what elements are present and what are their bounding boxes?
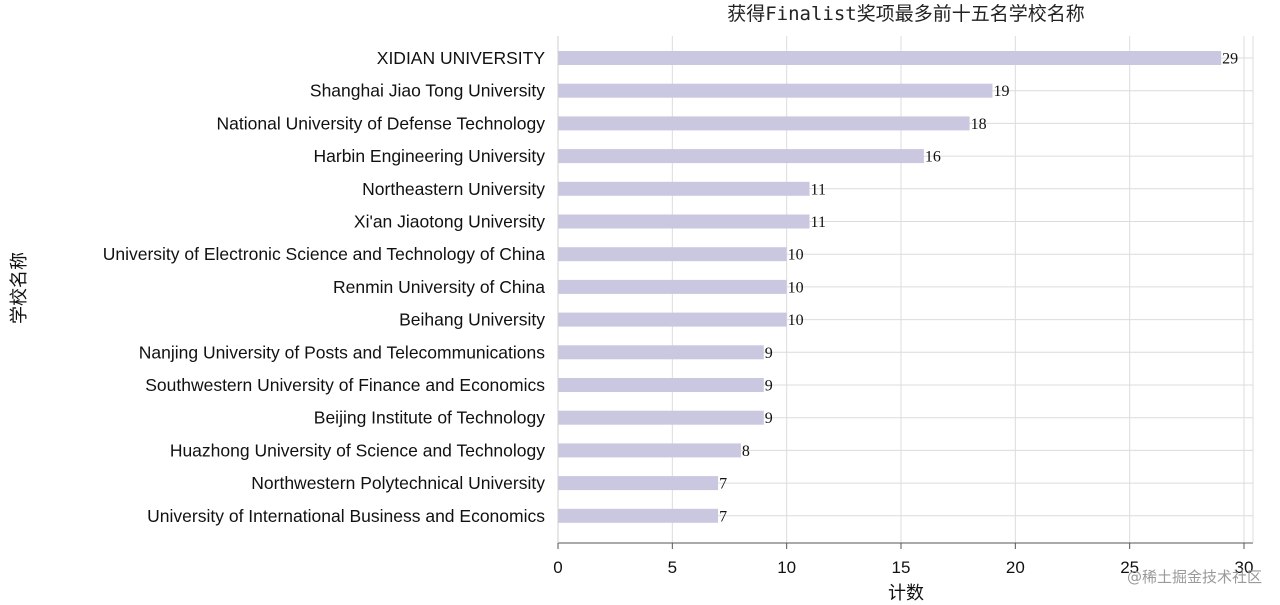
bar [558, 312, 787, 327]
x-axis-label: 计数 [888, 583, 924, 604]
category-label: University of Electronic Science and Tec… [103, 244, 546, 264]
plot-frame [557, 36, 1254, 544]
bar [558, 247, 787, 262]
bars [558, 51, 1222, 523]
category-label: XIDIAN UNIVERSITY [377, 48, 546, 68]
x-tick-label: 5 [668, 558, 677, 577]
category-label: Shanghai Jiao Tong University [310, 81, 545, 101]
data-label: 9 [765, 378, 773, 395]
data-label: 9 [765, 410, 773, 427]
data-label: 7 [719, 476, 727, 493]
x-tick-label: 30 [1235, 558, 1254, 577]
y-axis-label: 学校名称 [9, 252, 30, 324]
bar [558, 83, 993, 98]
bar [558, 214, 810, 229]
data-label: 10 [788, 279, 804, 296]
x-tick-label: 20 [1006, 558, 1025, 577]
bar [558, 508, 719, 523]
data-label: 10 [788, 247, 804, 264]
data-label: 11 [811, 181, 826, 198]
category-label: Beijing Institute of Technology [314, 408, 545, 428]
category-label: Harbin Engineering University [314, 146, 546, 166]
data-label: 16 [925, 149, 941, 166]
data-label: 19 [993, 83, 1009, 100]
data-label: 9 [765, 345, 773, 362]
category-label: Nanjing University of Posts and Telecomm… [139, 342, 546, 362]
category-label: Northwestern Polytechnical University [251, 473, 545, 493]
x-axis-ticks: 0 5 10 15 20 25 30 [553, 543, 1253, 577]
category-label: Beihang University [399, 310, 545, 330]
category-label: National University of Defense Technolog… [217, 113, 546, 133]
x-tick-label: 15 [892, 558, 911, 577]
bar [558, 345, 764, 360]
data-label: 8 [742, 443, 750, 460]
data-label: 11 [811, 214, 826, 231]
category-label: Northeastern University [362, 179, 545, 199]
category-label: Renmin University of China [333, 277, 545, 297]
bar [558, 378, 764, 392]
bar [558, 116, 970, 131]
data-label: 10 [788, 312, 804, 329]
bar [558, 410, 764, 425]
data-label: 29 [1222, 51, 1238, 68]
chart-title: 获得Finalist奖项最多前十五名学校名称 [727, 3, 1085, 25]
x-tick-label: 10 [777, 558, 796, 577]
bar [558, 476, 719, 491]
x-tick-label: 25 [1120, 558, 1139, 577]
category-label: Xi'an Jiaotong University [354, 212, 545, 232]
watermark: @稀土掘金技术社区 [1127, 568, 1262, 586]
bar [558, 181, 810, 196]
bar [558, 279, 787, 294]
bar [558, 149, 924, 164]
category-label: Southwestern University of Finance and E… [145, 375, 545, 395]
bar [558, 443, 741, 458]
bar [558, 51, 1222, 65]
data-label: 7 [719, 508, 727, 525]
category-label: University of International Business and… [147, 506, 545, 526]
data-label: 18 [971, 116, 987, 133]
x-tick-label: 0 [553, 558, 562, 577]
category-label: Huazhong University of Science and Techn… [170, 440, 545, 460]
y-axis-tick-labels: XIDIAN UNIVERSITY Shanghai Jiao Tong Univ… [103, 48, 546, 526]
